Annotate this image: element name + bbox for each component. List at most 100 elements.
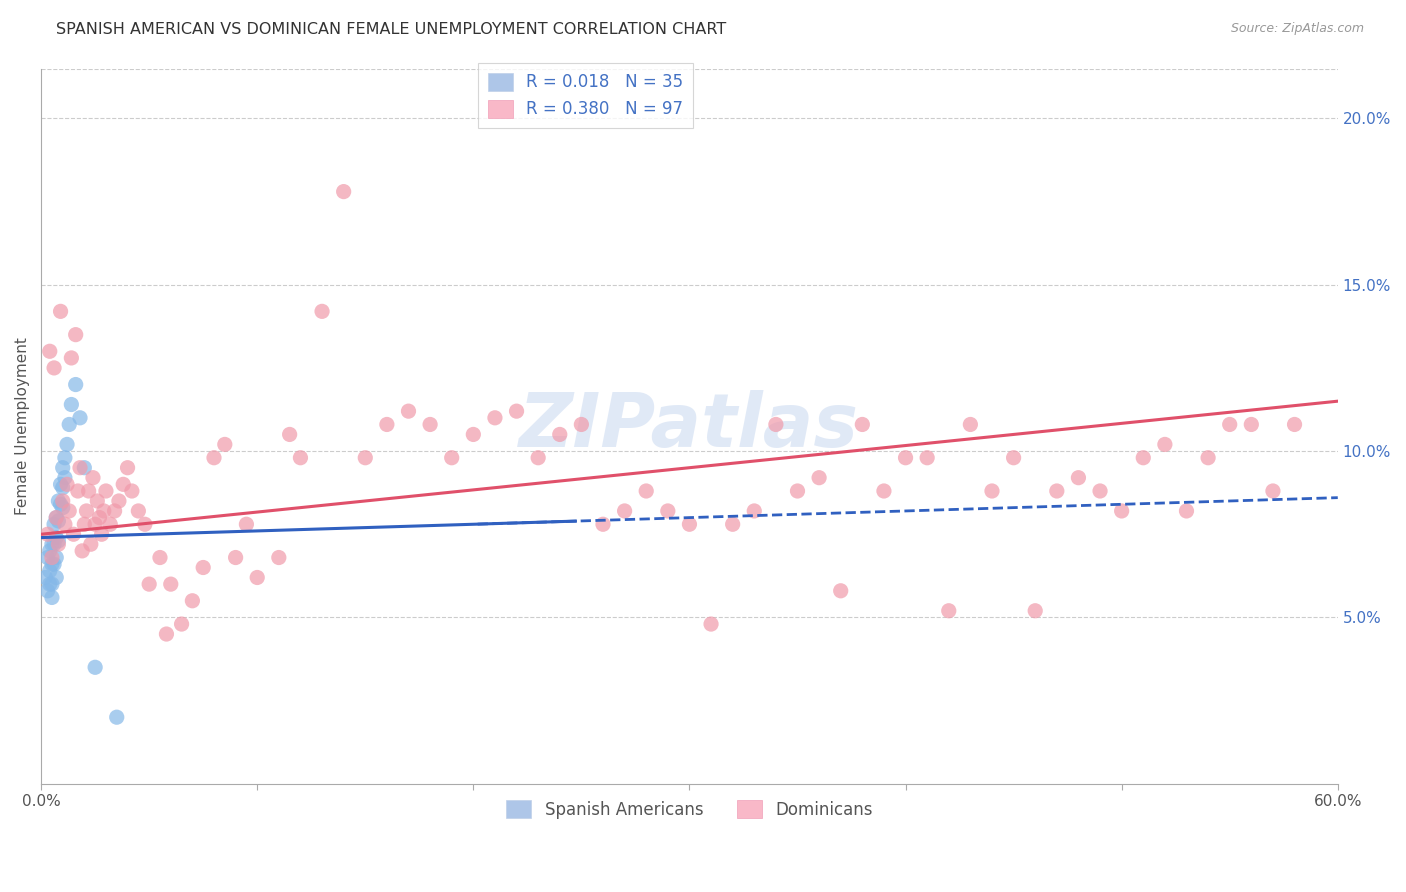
Point — [225, 550, 247, 565]
Point — [52, 494, 75, 508]
Point — [105, 710, 128, 724]
Point — [90, 527, 112, 541]
Point — [53, 517, 76, 532]
Text: Source: ZipAtlas.com: Source: ZipAtlas.com — [1230, 22, 1364, 36]
Point — [48, 514, 70, 528]
Text: ZIPatlas: ZIPatlas — [519, 390, 859, 463]
Point — [58, 504, 80, 518]
Point — [311, 304, 333, 318]
Point — [52, 500, 75, 515]
Point — [49, 477, 72, 491]
Point — [463, 427, 485, 442]
Point — [571, 417, 593, 432]
Point — [214, 437, 236, 451]
Point — [94, 483, 117, 498]
Point — [84, 660, 107, 674]
Point — [1154, 437, 1177, 451]
Point — [193, 560, 215, 574]
Point — [62, 527, 84, 541]
Point — [440, 450, 463, 465]
Point — [1219, 417, 1241, 432]
Point — [42, 557, 65, 571]
Point — [82, 471, 104, 485]
Point — [93, 504, 115, 518]
Point — [765, 417, 787, 432]
Point — [38, 564, 60, 578]
Point — [41, 577, 63, 591]
Point — [117, 460, 139, 475]
Point — [181, 594, 204, 608]
Point — [34, 570, 56, 584]
Point — [98, 517, 121, 532]
Point — [398, 404, 420, 418]
Point — [77, 483, 100, 498]
Point — [52, 481, 75, 495]
Point — [1024, 604, 1046, 618]
Point — [1046, 483, 1069, 498]
Point — [548, 427, 571, 442]
Point — [45, 510, 67, 524]
Point — [700, 617, 723, 632]
Point — [66, 483, 89, 498]
Point — [721, 517, 744, 532]
Point — [1261, 483, 1284, 498]
Point — [636, 483, 658, 498]
Point — [84, 517, 107, 532]
Point — [202, 450, 225, 465]
Point — [1088, 483, 1111, 498]
Point — [786, 483, 808, 498]
Point — [613, 504, 636, 518]
Point — [56, 437, 79, 451]
Point — [246, 570, 269, 584]
Y-axis label: Female Unemployment: Female Unemployment — [15, 337, 30, 515]
Point — [1132, 450, 1154, 465]
Point — [170, 617, 193, 632]
Point — [894, 450, 917, 465]
Point — [332, 185, 354, 199]
Point — [49, 304, 72, 318]
Point — [1197, 450, 1219, 465]
Point — [42, 537, 65, 551]
Point — [58, 417, 80, 432]
Point — [134, 517, 156, 532]
Point — [38, 344, 60, 359]
Point — [1240, 417, 1263, 432]
Point — [53, 450, 76, 465]
Point — [138, 577, 160, 591]
Point — [41, 557, 63, 571]
Point — [742, 504, 765, 518]
Point — [1175, 504, 1198, 518]
Point — [505, 404, 527, 418]
Point — [1002, 450, 1025, 465]
Point — [70, 544, 93, 558]
Point — [37, 527, 59, 541]
Point — [45, 570, 67, 584]
Point — [121, 483, 143, 498]
Point — [65, 377, 87, 392]
Point — [45, 550, 67, 565]
Point — [915, 450, 938, 465]
Point — [830, 583, 852, 598]
Point — [959, 417, 981, 432]
Point — [41, 591, 63, 605]
Point — [112, 477, 135, 491]
Point — [155, 627, 177, 641]
Point — [73, 460, 96, 475]
Point — [52, 460, 75, 475]
Point — [851, 417, 873, 432]
Point — [267, 550, 290, 565]
Point — [375, 417, 398, 432]
Point — [60, 351, 83, 365]
Legend: Spanish Americans, Dominicans: Spanish Americans, Dominicans — [499, 794, 879, 825]
Point — [56, 477, 79, 491]
Point — [149, 550, 172, 565]
Point — [73, 517, 96, 532]
Point — [108, 494, 131, 508]
Point — [657, 504, 679, 518]
Point — [159, 577, 181, 591]
Point — [38, 577, 60, 591]
Point — [41, 550, 63, 565]
Point — [290, 450, 312, 465]
Point — [278, 427, 301, 442]
Point — [1284, 417, 1306, 432]
